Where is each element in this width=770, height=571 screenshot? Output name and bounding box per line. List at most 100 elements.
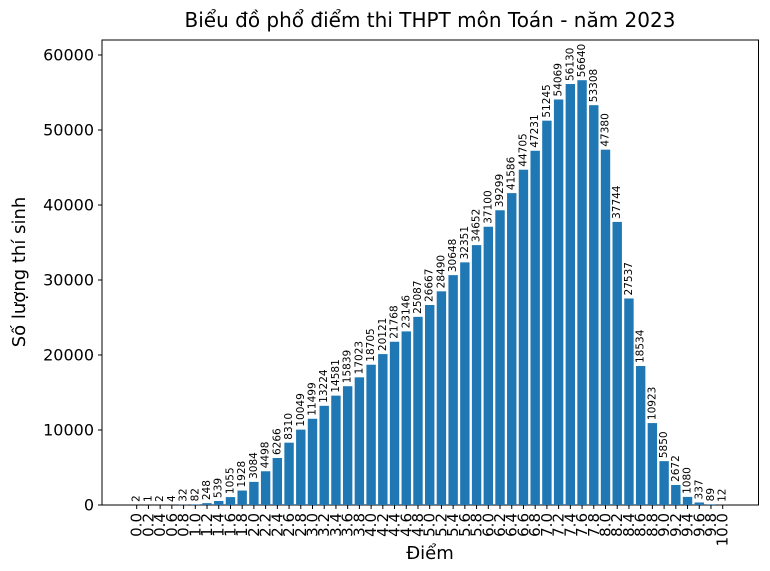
x-tick-label: 0.2 <box>139 513 157 537</box>
bar-value-label: 539 <box>213 478 225 498</box>
bar-value-label: 17023 <box>353 341 365 374</box>
x-tick-label: 0.6 <box>163 513 181 537</box>
bar-value-label: 82 <box>189 488 201 501</box>
bar <box>307 418 318 505</box>
bar <box>577 80 587 505</box>
x-tick-label: 2.8 <box>292 513 310 537</box>
bar <box>342 386 353 505</box>
bar <box>706 504 716 505</box>
bar <box>612 221 622 506</box>
x-tick-label: 4.6 <box>397 513 415 537</box>
bar <box>589 105 599 505</box>
bar <box>225 497 236 505</box>
bar <box>202 503 212 505</box>
bar-value-label: 14581 <box>330 359 342 392</box>
bar <box>624 298 634 505</box>
y-tick-label: 10000 <box>43 421 94 440</box>
bar <box>425 305 435 505</box>
bar-value-label: 20121 <box>377 318 389 351</box>
bar-value-label: 18705 <box>365 328 377 361</box>
bar-value-label: 32 <box>178 488 190 501</box>
bar-value-label: 53308 <box>588 69 600 102</box>
bar <box>331 395 341 505</box>
bar-value-label: 1928 <box>236 461 248 488</box>
bar-value-label: 27537 <box>623 262 635 295</box>
bar <box>471 245 482 506</box>
x-tick-label: 6.2 <box>491 513 509 537</box>
bar-value-label: 11499 <box>307 382 319 415</box>
bar-value-label: 37100 <box>482 190 494 223</box>
x-tick-label: 3.4 <box>327 513 345 537</box>
bar-value-label: 89 <box>705 488 717 501</box>
x-tick-label: 1.4 <box>210 513 228 537</box>
x-tick-label: 2.2 <box>257 513 275 537</box>
x-tick-label: 8.4 <box>620 513 638 537</box>
x-tick-label: 2.0 <box>245 513 263 537</box>
x-tick-label: 9.2 <box>667 513 685 537</box>
x-tick-label: 6.0 <box>479 513 497 537</box>
bar <box>260 471 271 505</box>
bar <box>249 481 259 505</box>
bar <box>366 364 376 505</box>
x-tick-label: 1.8 <box>233 513 251 537</box>
bar-value-label: 4498 <box>260 442 272 469</box>
bar <box>647 423 658 505</box>
bar <box>296 429 306 505</box>
bar-value-label: 2672 <box>670 455 682 482</box>
bar-value-label: 37744 <box>611 185 623 219</box>
bar-value-label: 248 <box>201 480 213 500</box>
bar <box>354 377 365 505</box>
bar-value-label: 54069 <box>553 63 565 96</box>
x-tick-label: 6.8 <box>526 513 544 537</box>
bar-value-label: 8310 <box>283 413 295 440</box>
bar-value-label: 47231 <box>529 114 541 147</box>
bar <box>401 331 411 505</box>
bar <box>495 210 505 505</box>
y-tick-label: 50000 <box>43 121 94 140</box>
bar-value-label: 12 <box>717 489 729 502</box>
bar <box>237 490 247 505</box>
bar <box>190 504 200 505</box>
bar-value-label: 18534 <box>635 329 647 363</box>
x-tick-label: 8.6 <box>632 513 650 537</box>
bar-value-label: 10923 <box>646 387 658 420</box>
x-tick-label: 7.8 <box>585 513 603 537</box>
bar-value-label: 41586 <box>506 156 518 190</box>
bar-value-label: 15839 <box>342 350 354 383</box>
bar <box>436 291 447 505</box>
y-tick-label: 0 <box>84 496 94 515</box>
x-tick-label: 3.0 <box>304 513 322 537</box>
x-tick-label: 4.0 <box>362 513 380 537</box>
bar <box>413 316 423 505</box>
bar <box>284 442 294 505</box>
bar <box>694 502 704 505</box>
x-tick-label: 7.0 <box>538 513 556 537</box>
bar-value-label: 6266 <box>271 428 283 455</box>
x-tick-label: 0.4 <box>151 513 169 537</box>
bar <box>214 500 224 505</box>
bar <box>272 458 283 505</box>
bar <box>389 341 400 505</box>
x-tick-label: 1.0 <box>186 513 204 537</box>
bar-value-label: 13224 <box>318 369 330 403</box>
x-tick-label: 5.6 <box>456 513 474 537</box>
bars-layer <box>132 80 728 506</box>
x-tick-label: 9.4 <box>679 513 697 537</box>
bar-value-label: 26667 <box>424 269 436 302</box>
x-tick-label: 3.6 <box>339 513 357 537</box>
bar <box>507 193 517 506</box>
bar-value-label: 23146 <box>400 295 412 329</box>
x-tick-label: 1.2 <box>198 513 216 537</box>
x-tick-label: 8.0 <box>597 513 615 537</box>
x-tick-label: 7.4 <box>561 513 579 537</box>
y-tick-label: 20000 <box>43 346 94 365</box>
y-tick-label: 60000 <box>43 46 94 65</box>
x-tick-label: 4.2 <box>374 513 392 537</box>
bar-value-label: 1 <box>142 495 154 502</box>
y-tick-label: 30000 <box>43 271 94 290</box>
bar-value-label: 25087 <box>412 280 424 313</box>
x-tick-label: 9.0 <box>655 513 673 537</box>
bar-value-label: 1055 <box>224 467 236 494</box>
